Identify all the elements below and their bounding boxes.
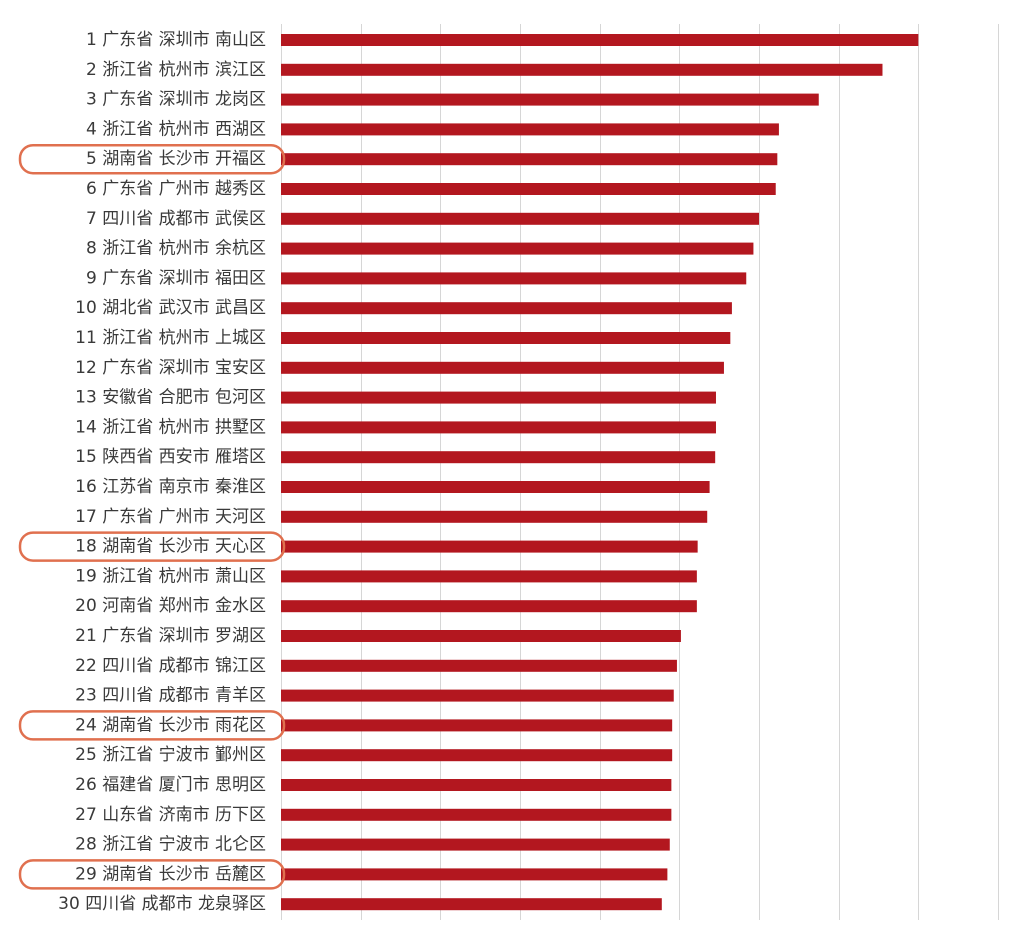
category-label: 19 浙江省 杭州市 萧山区	[75, 566, 266, 586]
category-label: 26 福建省 厦门市 思明区	[75, 775, 266, 795]
bar	[281, 600, 697, 613]
bar	[281, 868, 668, 881]
bar	[281, 183, 776, 195]
category-label: 27 山东省 济南市 历下区	[75, 805, 266, 825]
category-label: 17 广东省 广州市 天河区	[75, 507, 266, 527]
category-label: 20 河南省 郑州市 金水区	[75, 596, 266, 616]
highlight-outline	[18, 531, 286, 562]
bar	[281, 361, 724, 374]
bar	[281, 838, 670, 851]
category-label: 15 陕西省 西安市 雁塔区	[75, 447, 266, 467]
bar	[281, 451, 716, 464]
bar	[281, 93, 819, 106]
bar	[281, 63, 883, 76]
category-label: 21 广东省 深圳市 罗湖区	[75, 626, 266, 646]
category-label: 8 浙江省 杭州市 余杭区	[86, 239, 266, 259]
category-label: 14 浙江省 杭州市 拱墅区	[75, 417, 266, 437]
category-label: 7 四川省 成都市 武侯区	[86, 209, 266, 229]
bar	[281, 510, 708, 523]
bar	[281, 808, 672, 821]
category-label: 13 安徽省 合肥市 包河区	[75, 388, 266, 408]
category-label: 9 广东省 深圳市 福田区	[86, 268, 266, 288]
bar	[281, 332, 731, 344]
bar	[281, 689, 674, 702]
bar	[281, 272, 747, 285]
bar	[281, 570, 697, 583]
category-label: 4 浙江省 杭州市 西湖区	[86, 119, 266, 139]
bar	[281, 153, 778, 166]
category-label: 29 湖南省 长沙市 岳麓区	[75, 864, 266, 884]
category-label: 3 广东省 深圳市 龙岗区	[86, 90, 266, 110]
bars	[281, 34, 919, 911]
category-label: 25 浙江省 宁波市 鄞州区	[75, 745, 266, 765]
gridlines	[281, 24, 999, 920]
highlight-outline	[18, 143, 286, 175]
bar	[281, 540, 698, 553]
category-label: 11 浙江省 杭州市 上城区	[75, 328, 266, 348]
bar	[281, 421, 716, 434]
category-label: 12 广东省 深圳市 宝安区	[75, 358, 266, 378]
bar	[281, 659, 677, 672]
bar	[281, 749, 673, 762]
category-label: 18 湖南省 长沙市 天心区	[75, 537, 266, 557]
category-label: 1 广东省 深圳市 南山区	[86, 30, 266, 50]
bar	[281, 212, 759, 225]
bar	[281, 391, 716, 404]
category-label: 22 四川省 成都市 锦江区	[75, 656, 266, 676]
bar	[281, 123, 779, 136]
category-label: 24 湖南省 长沙市 雨花区	[75, 715, 266, 735]
category-label: 28 浙江省 宁波市 北仑区	[75, 835, 266, 855]
category-label: 2 浙江省 杭州市 滨江区	[86, 60, 266, 80]
bar	[281, 481, 710, 493]
bar	[281, 242, 754, 255]
category-label: 30 四川省 成都市 龙泉驿区	[58, 894, 266, 914]
category-labels: 1 广东省 深圳市 南山区 2 浙江省 杭州市 滨江区 3 广东省 深圳市 龙岗区 4…	[58, 30, 266, 914]
bar	[281, 779, 672, 791]
bar	[281, 719, 673, 732]
highlights	[18, 143, 286, 890]
category-label: 5 湖南省 长沙市 开福区	[86, 149, 266, 169]
category-label: 10 湖北省 武汉市 武昌区	[75, 298, 266, 318]
bar	[281, 34, 919, 46]
category-label: 16 江苏省 南京市 秦淮区	[75, 477, 266, 497]
highlight-outline	[18, 859, 286, 890]
bar	[281, 630, 681, 642]
category-label: 6 广东省 广州市 越秀区	[86, 179, 266, 199]
bar	[281, 898, 662, 911]
category-label: 23 四川省 成都市 青羊区	[75, 686, 266, 706]
bar	[281, 302, 732, 315]
highlight-outline	[18, 710, 286, 741]
